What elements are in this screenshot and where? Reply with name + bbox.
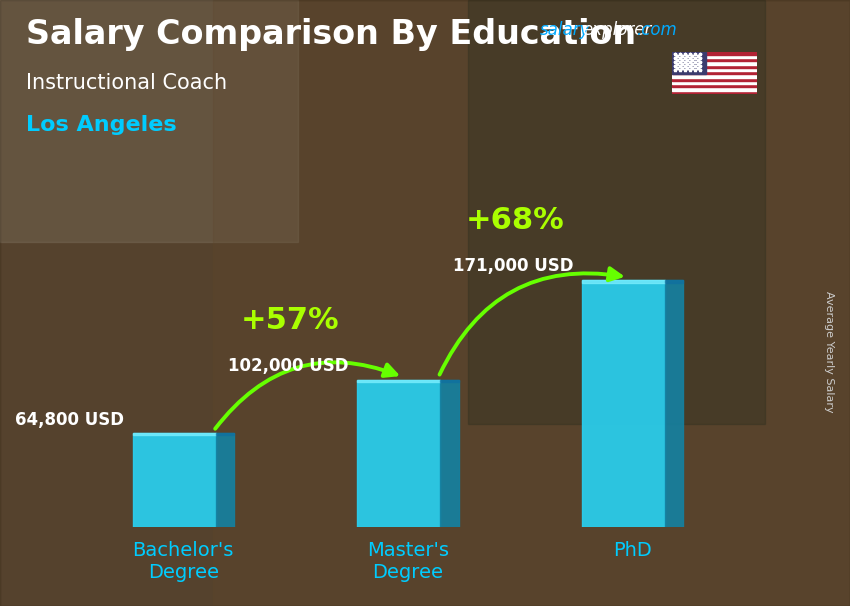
Bar — [672, 52, 705, 75]
Bar — [672, 87, 756, 91]
Bar — [133, 433, 216, 527]
Text: 64,800 USD: 64,800 USD — [14, 411, 123, 429]
Bar — [666, 280, 683, 284]
Bar — [672, 55, 756, 58]
Bar — [440, 379, 459, 527]
Text: Average Yearly Salary: Average Yearly Salary — [824, 291, 834, 412]
Bar — [672, 61, 756, 65]
Bar — [672, 81, 756, 84]
Text: salary: salary — [540, 21, 590, 39]
Text: Salary Comparison By Education: Salary Comparison By Education — [26, 18, 636, 51]
Text: +57%: +57% — [241, 305, 339, 335]
Bar — [468, 0, 765, 424]
Bar — [357, 379, 440, 382]
Text: 171,000 USD: 171,000 USD — [453, 257, 573, 275]
Text: .com: .com — [636, 21, 677, 39]
Bar — [672, 68, 756, 71]
Bar — [440, 379, 459, 382]
Bar — [357, 379, 440, 527]
Bar — [0, 0, 298, 242]
Bar — [582, 280, 666, 527]
Text: explorer: explorer — [582, 21, 652, 39]
Text: +68%: +68% — [466, 206, 564, 235]
Bar — [672, 58, 756, 61]
Bar — [133, 433, 216, 435]
Bar — [672, 71, 756, 75]
Bar — [672, 52, 756, 55]
Text: Instructional Coach: Instructional Coach — [26, 73, 227, 93]
Bar — [672, 65, 756, 68]
Text: 102,000 USD: 102,000 USD — [228, 357, 348, 375]
Bar — [212, 0, 850, 606]
Bar — [672, 78, 756, 81]
Bar — [216, 433, 234, 435]
Text: Los Angeles: Los Angeles — [26, 115, 176, 135]
Bar — [582, 280, 666, 284]
Bar — [672, 84, 756, 87]
Bar — [672, 91, 756, 94]
Bar — [672, 75, 756, 78]
Bar — [666, 280, 683, 527]
Bar — [216, 433, 234, 527]
